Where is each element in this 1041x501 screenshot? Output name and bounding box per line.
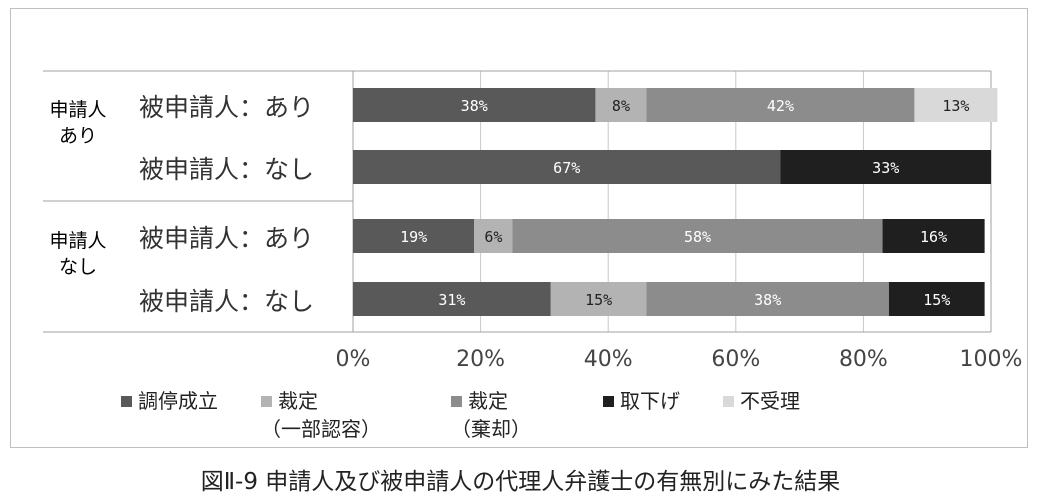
bar-segment (550, 282, 647, 316)
bar-segment (353, 150, 781, 184)
data-label: 58% (684, 228, 711, 246)
bar-segment (353, 219, 475, 253)
legend-swatch (261, 396, 272, 407)
data-label: 16% (920, 228, 947, 246)
group-label: 申請人 あり (33, 97, 123, 149)
bar-segment (474, 219, 513, 253)
legend-sublabel: （一部認容） (261, 417, 381, 441)
row-label: 被申請人：あり (139, 93, 315, 122)
group-label-line1: 申請人 (49, 230, 107, 252)
data-label: 13% (942, 97, 969, 115)
legend-item: 裁定 （一部認容） (261, 385, 381, 441)
bar-segment (646, 282, 889, 316)
bar-segment (914, 88, 998, 122)
data-label: 38% (461, 97, 488, 115)
bar-segment (780, 150, 991, 184)
bar-segment (595, 88, 647, 122)
stacked-bar-chart: 38% 8% 42% 13% 67% 33% 19% 6% 58% 16% 31% 15% 38% 15% (43, 70, 998, 333)
x-tick-label: 100% (959, 347, 1023, 372)
x-tick-label: 60% (711, 347, 761, 372)
data-label: 15% (585, 291, 612, 309)
group-label: 申請人 なし (33, 228, 123, 280)
data-label: 19% (400, 228, 427, 246)
data-label: 42% (767, 97, 794, 115)
data-label: 67% (553, 159, 580, 177)
x-tick-label: 80% (838, 347, 888, 372)
legend-swatch (723, 396, 734, 407)
data-label: 38% (754, 291, 781, 309)
bar-segment (646, 88, 915, 122)
figure-caption: 図Ⅱ-9 申請人及び被申請人の代理人弁護士の有無別にみた結果 (200, 469, 841, 495)
legend-sublabel: （棄却） (451, 417, 531, 441)
legend-label: 裁定 (468, 389, 508, 413)
x-tick-label: 40% (583, 347, 633, 372)
data-label: 31% (438, 291, 465, 309)
data-label: 15% (923, 291, 950, 309)
data-label: 8% (612, 97, 630, 115)
legend-item: 裁定 （棄却） (451, 385, 531, 441)
bar-segment (888, 282, 985, 316)
x-tick-label: 20% (456, 347, 506, 372)
group-label-line1: 申請人 (49, 99, 107, 121)
row-label: 被申請人：なし (139, 155, 315, 184)
legend-label: 取下げ (620, 389, 680, 413)
legend-label: 裁定 (278, 389, 318, 413)
legend-swatch (121, 396, 132, 407)
legend-swatch (603, 396, 614, 407)
legend-item: 取下げ (603, 385, 680, 414)
bar-segment (353, 282, 551, 316)
legend-label: 調停成立 (138, 389, 218, 413)
legend-label: 不受理 (740, 389, 800, 413)
legend-item: 調停成立 (121, 385, 218, 414)
group-label-line2: あり (58, 125, 97, 147)
x-tick-label: 0% (335, 347, 371, 372)
legend-swatch (451, 396, 462, 407)
row-label: 被申請人：なし (139, 287, 315, 316)
bar-segment (353, 88, 596, 122)
legend-item: 不受理 (723, 385, 800, 414)
row-label: 被申請人：あり (139, 224, 315, 253)
group-label-line2: なし (58, 256, 97, 278)
data-label: 6% (484, 228, 502, 246)
bar-segment (512, 219, 883, 253)
bar-segment (882, 219, 985, 253)
data-label: 33% (872, 159, 899, 177)
chart-frame: 38% 8% 42% 13% 67% 33% 19% 6% 58% 16% 31% 15% 38% 15%… (10, 8, 1028, 448)
